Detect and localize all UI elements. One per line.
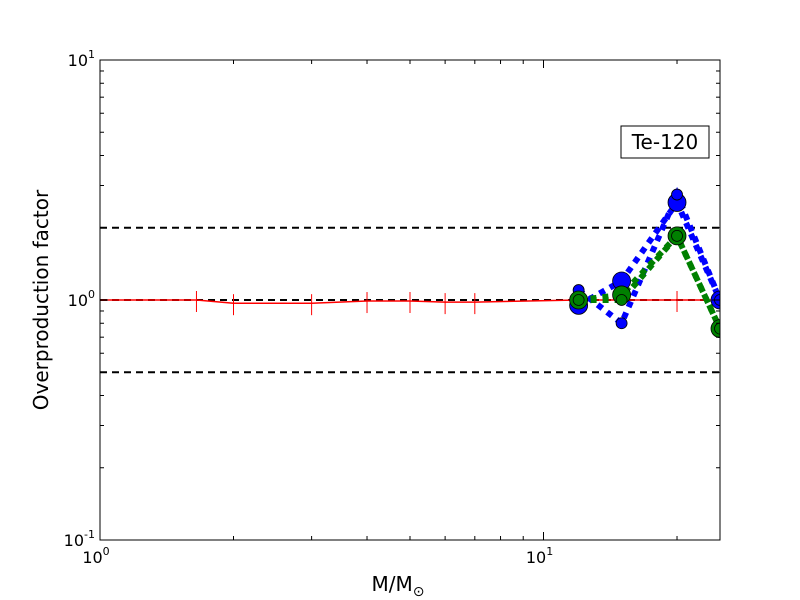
plot-area [100,186,720,374]
series-line-1 [577,196,720,308]
series-2-point-1 [615,317,628,330]
series-4-point-0 [572,294,585,306]
y-tick-label-exp-2: 1 [88,48,95,61]
y-tick-label-exp-0: -1 [84,528,95,541]
y-tick-label-base-2: 10 [68,51,88,70]
x-tick-label-1: 101 [526,545,553,567]
series-4-point-1 [615,294,628,306]
y-tick-label-2: 101 [68,48,95,70]
y-tick-label-base-1: 10 [68,291,88,310]
y-tick-label-base-0: 10 [64,531,84,550]
x-tick-label-exp-1: 1 [546,545,553,558]
series-line-2 [576,186,720,329]
x-tick-label-exp-0: 0 [103,545,110,558]
y-tick-label-exp-1: 0 [88,288,95,301]
annotation-box: Te-120 [620,125,710,159]
series-line-0 [100,299,720,304]
y-axis-label: Overproduction factor [29,189,53,410]
series-2-point-2 [671,188,683,201]
series-4-point-3 [714,322,720,335]
x-axis-label-subscript: ⊙ [413,584,425,600]
x-tick-label-0: 100 [82,545,109,567]
series-4-point-2 [671,229,683,242]
y-tick-label-1: 100 [68,288,95,310]
x-tick-label-base-0: 10 [82,548,102,567]
x-axis-label: M/M⊙ [372,572,425,600]
y-tick-label-0: 10-1 [64,528,95,550]
series-line-4 [578,230,720,330]
annotation-label: Te-120 [631,130,699,154]
plot-frame [99,59,721,541]
x-tick-label-base-1: 10 [526,548,546,567]
